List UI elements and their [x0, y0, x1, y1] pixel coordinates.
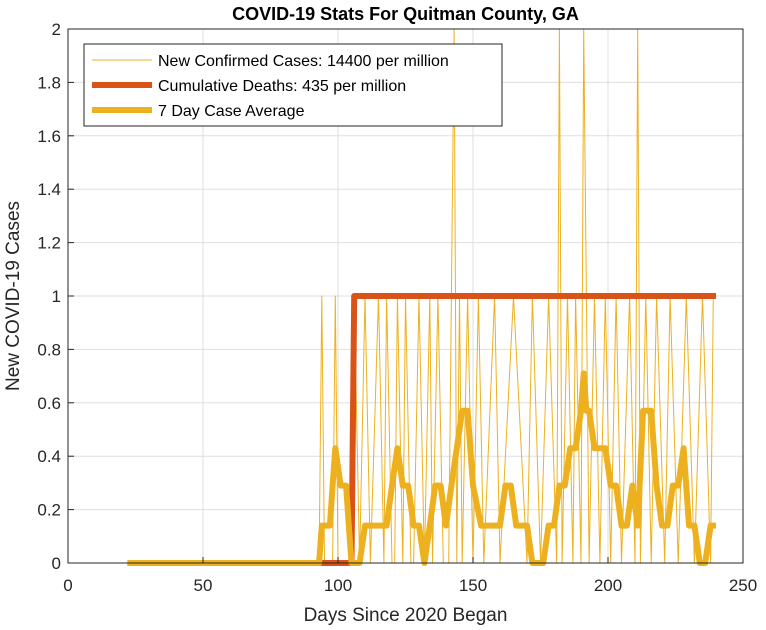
legend: New Confirmed Cases: 14400 per million Cu…: [83, 43, 503, 127]
y-tick-label: 0: [52, 554, 61, 573]
y-tick-label: 2: [52, 20, 61, 39]
legend-box: [83, 43, 503, 127]
legend-entry-seven-day-average: 7 Day Case Average: [92, 103, 305, 120]
x-tick-label: 250: [729, 576, 757, 595]
legend-entry-new-cases: New Confirmed Cases: 14400 per million: [92, 53, 449, 70]
legend-label: New Confirmed Cases: 14400 per million: [158, 53, 449, 70]
legend-entry-cumulative-deaths: Cumulative Deaths: 435 per million: [92, 78, 406, 95]
x-axis-label: Days Since 2020 Began: [304, 605, 508, 626]
y-axis-label: New COVID-19 Cases: [3, 201, 24, 391]
y-tick-label: 0.2: [37, 501, 61, 520]
y-tick-label: 1.4: [37, 180, 61, 199]
legend-label: Cumulative Deaths: 435 per million: [158, 78, 406, 95]
y-tick-label: 1.6: [37, 127, 61, 146]
chart-title: COVID-19 Stats For Quitman County, GA: [232, 4, 579, 24]
legend-label: 7 Day Case Average: [158, 103, 305, 120]
y-tick-label: 1.2: [37, 234, 61, 253]
y-tick-label: 0.8: [37, 340, 61, 359]
x-tick-label: 150: [459, 576, 487, 595]
x-tick-label: 50: [194, 576, 213, 595]
seven-day-average-line: [127, 370, 716, 566]
y-tick-label: 0.4: [37, 447, 61, 466]
axis-ticks: 0 50 100 150 200 250 0 0.2 0.4 0.6 0.8 1 1.2 1.4 1.6 1.…: [37, 20, 757, 595]
y-tick-label: 1.8: [37, 73, 61, 92]
x-tick-label: 100: [324, 576, 352, 595]
y-tick-label: 1: [52, 287, 61, 306]
x-tick-label: 0: [63, 576, 72, 595]
x-tick-label: 200: [594, 576, 622, 595]
y-tick-label: 0.6: [37, 394, 61, 413]
